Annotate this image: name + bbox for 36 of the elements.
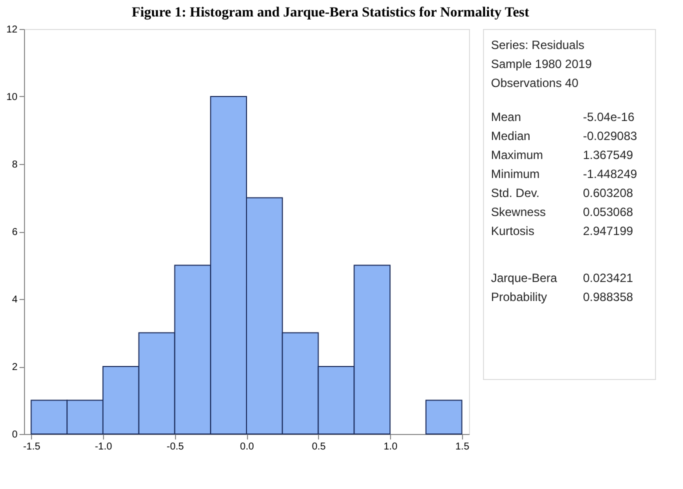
y-tick-label: 6: [12, 227, 18, 238]
text: 0.053068: [583, 205, 634, 219]
text: Kurtosis: [491, 224, 534, 238]
x-tick-label: -1.5: [23, 442, 41, 452]
x-tick-label: 1.5: [455, 442, 470, 452]
text: 0.023421: [583, 271, 634, 285]
y-tick-label: 12: [6, 24, 18, 36]
x-tick-label: 0.0: [240, 442, 254, 452]
text: Series: Residuals: [491, 38, 584, 52]
text: 1.367549: [583, 148, 634, 162]
text: Mean: [491, 110, 522, 124]
text: 0.603208: [583, 186, 634, 200]
y-tick-label: 4: [12, 294, 18, 306]
x-tick-label: -1.0: [94, 442, 113, 452]
y-tick-label: 0: [12, 430, 18, 440]
x-tick-label: 0.5: [312, 442, 326, 452]
text: -5.04e-16: [583, 110, 635, 124]
text: Observations 40: [491, 76, 579, 90]
text: Skewness: [491, 205, 546, 219]
text: Median: [491, 129, 530, 143]
y-tick-label: 10: [6, 92, 18, 103]
x-tick-label: -0.5: [166, 442, 184, 452]
text: Std. Dev.: [491, 186, 540, 200]
text: -1.448249: [583, 167, 638, 181]
text: Jarque-Bera: [491, 271, 558, 285]
text: 0.988358: [583, 290, 634, 304]
text: Minimum: [491, 167, 540, 181]
y-tick-label: 2: [12, 362, 18, 373]
text: Sample 1980 2019: [491, 57, 592, 71]
chart-title: Figure 1: Histogram and Jarque-Bera Statistics for Normality Test: [132, 6, 530, 20]
text: 2.947199: [583, 224, 634, 238]
text: -0.029083: [583, 129, 638, 143]
y-tick-label: 8: [12, 160, 18, 170]
text: Maximum: [491, 148, 544, 162]
x-tick-label: 1.0: [384, 442, 398, 452]
text: Probability: [491, 290, 548, 304]
